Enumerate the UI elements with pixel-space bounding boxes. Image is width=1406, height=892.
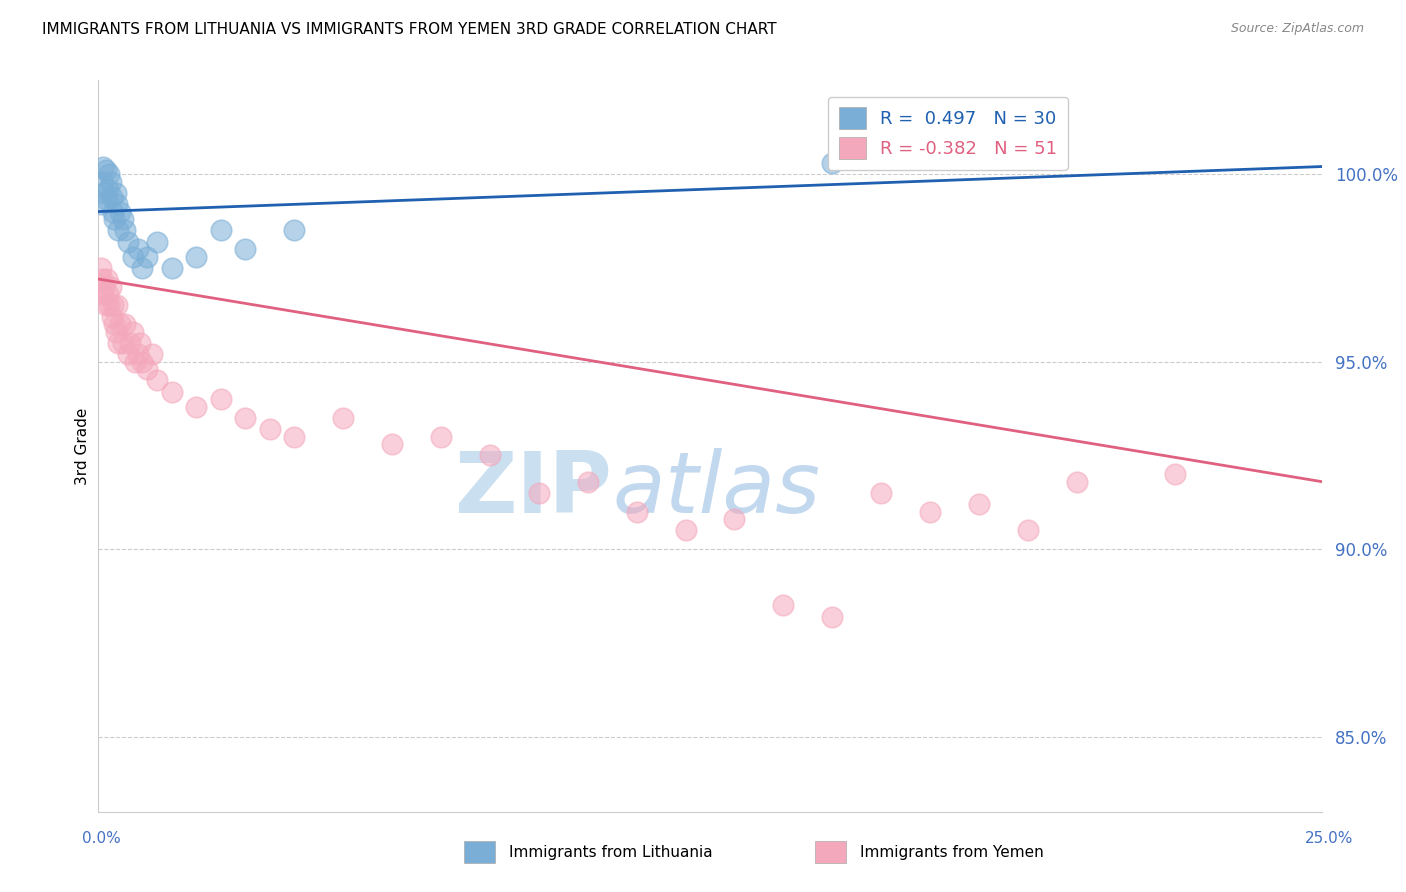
Point [117,347,139,361]
Point [117,235,139,249]
Point [97,287,120,301]
Point [101,189,124,203]
Point [920,505,942,519]
Point [430,429,453,443]
Point [381,437,404,451]
Point [110,317,132,331]
Point [821,156,844,170]
Point [93,279,115,293]
Point [97,182,120,196]
Point [146,235,169,249]
Point [209,223,232,237]
Point [91,160,114,174]
Point [283,429,305,443]
Point [821,609,844,624]
Point [129,335,152,350]
Point [527,486,550,500]
Point [103,212,125,227]
Point [100,175,122,189]
Point [127,347,149,361]
Legend: R =  0.497   N = 30, R = -0.382   N = 51: R = 0.497 N = 30, R = -0.382 N = 51 [828,96,1069,169]
Point [259,422,281,436]
Point [101,310,124,324]
Point [1017,524,1039,538]
Point [675,524,697,538]
Point [101,204,124,219]
Text: IMMIGRANTS FROM LITHUANIA VS IMMIGRANTS FROM YEMEN 3RD GRADE CORRELATION CHART: IMMIGRANTS FROM LITHUANIA VS IMMIGRANTS … [42,22,776,37]
Point [94,163,117,178]
Point [141,347,163,361]
Point [96,272,118,286]
Point [127,242,149,256]
Text: atlas: atlas [612,449,820,532]
Y-axis label: 3rd Grade: 3rd Grade [75,408,90,484]
Point [93,186,115,200]
Point [120,335,142,350]
Point [110,204,132,219]
Point [772,599,794,613]
Point [111,212,134,227]
Point [233,410,256,425]
Point [283,223,305,237]
Point [1066,475,1088,489]
Text: ZIP: ZIP [454,449,612,532]
Point [90,260,112,275]
Point [96,194,118,208]
Point [100,279,122,293]
Point [209,392,232,406]
Point [101,298,124,312]
Point [98,298,121,312]
Point [105,298,128,312]
Point [146,373,169,387]
Text: Source: ZipAtlas.com: Source: ZipAtlas.com [1230,22,1364,36]
Point [111,335,134,350]
Point [967,497,990,511]
Point [870,486,893,500]
Point [121,250,143,264]
Point [723,512,745,526]
Point [576,475,599,489]
Text: Immigrants from Lithuania: Immigrants from Lithuania [509,845,713,860]
Point [91,272,114,286]
Point [626,505,648,519]
Point [136,250,159,264]
Point [233,242,256,256]
Point [104,186,127,200]
Point [131,260,153,275]
Point [121,325,143,339]
Point [104,325,127,339]
Point [90,197,112,211]
Text: 0.0%: 0.0% [82,831,121,846]
Point [107,223,129,237]
Point [186,250,208,264]
Point [91,175,114,189]
Point [332,410,354,425]
Text: Immigrants from Yemen: Immigrants from Yemen [860,845,1045,860]
Point [98,167,121,181]
Point [1164,467,1187,482]
Point [124,354,146,368]
Point [160,260,183,275]
Point [105,197,128,211]
Point [103,317,125,331]
Point [107,335,129,350]
Point [136,362,159,376]
Point [160,384,183,399]
Text: 25.0%: 25.0% [1305,831,1353,846]
Point [114,223,136,237]
Point [478,449,501,463]
Point [94,298,117,312]
Point [131,354,153,368]
Point [91,287,114,301]
Point [186,400,208,414]
Point [114,317,136,331]
